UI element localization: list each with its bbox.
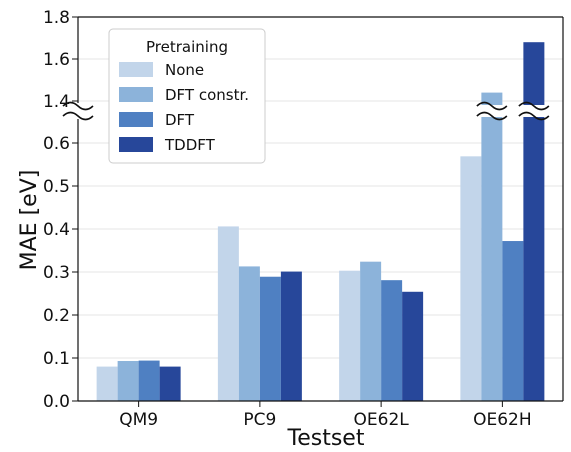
legend-swatch — [119, 87, 153, 102]
y-tick-label: 0.0 — [43, 392, 70, 412]
legend-title: Pretraining — [146, 38, 228, 56]
y-tick-label: 0.5 — [43, 177, 70, 197]
bar — [259, 276, 281, 401]
bars — [96, 42, 545, 401]
bar — [96, 366, 118, 401]
x-tick-label: OE62H — [473, 410, 532, 430]
x-tick-label: PC9 — [243, 410, 276, 430]
axis-break-mark — [476, 101, 508, 111]
axis-break-mark — [62, 101, 94, 111]
y-axis-ticks: 0.0 0.1 0.2 0.3 0.4 0.5 0.6 1.4 1.6 1.8 — [43, 8, 78, 412]
legend-label: None — [165, 61, 204, 79]
axis-break-mark — [62, 111, 94, 121]
bar — [238, 266, 260, 401]
axis-break-mark — [518, 111, 550, 121]
legend-label: TDDFT — [164, 136, 216, 154]
bar — [360, 261, 382, 401]
bar — [217, 226, 239, 401]
legend-swatch — [119, 137, 153, 152]
legend-label: DFT — [165, 111, 195, 129]
bar — [523, 42, 545, 401]
plot-frame — [61, 16, 564, 402]
y-tick-label: 1.6 — [43, 50, 70, 70]
bar — [280, 271, 302, 401]
bar — [460, 156, 482, 401]
axis-break-mark — [476, 111, 508, 121]
axis-break-mark — [518, 101, 550, 111]
x-tick-label: QM9 — [119, 410, 158, 430]
y-tick-label: 0.2 — [43, 306, 70, 326]
axis-break-gap — [518, 105, 550, 117]
y-tick-label: 0.4 — [43, 220, 70, 240]
legend-swatch — [119, 62, 153, 77]
axis-break-gap — [61, 105, 95, 117]
y-axis-title: MAE [eV] — [17, 170, 42, 271]
bar — [481, 92, 503, 401]
y-tick-label: 0.6 — [43, 134, 70, 154]
y-tick-label: 0.1 — [43, 349, 70, 369]
bar — [381, 280, 403, 401]
x-tick-label: OE62L — [354, 410, 410, 430]
bar — [159, 366, 181, 401]
legend-label: DFT constr. — [165, 86, 249, 104]
axis-break-gap — [476, 105, 508, 117]
y-tick-label: 1.4 — [43, 92, 70, 112]
bar — [117, 361, 139, 401]
y-tick-label: 0.3 — [43, 263, 70, 283]
bar — [339, 270, 361, 401]
legend: Pretraining None DFT constr. DFT TDDFT — [108, 28, 266, 164]
y-tick-label: 1.8 — [43, 8, 70, 28]
x-axis-title: Testset — [287, 426, 365, 451]
x-axis-ticks: QM9 PC9 OE62L OE62H — [119, 401, 532, 430]
bar — [138, 360, 160, 401]
bar — [402, 291, 424, 401]
bar — [502, 241, 524, 401]
legend-swatch — [119, 112, 153, 127]
